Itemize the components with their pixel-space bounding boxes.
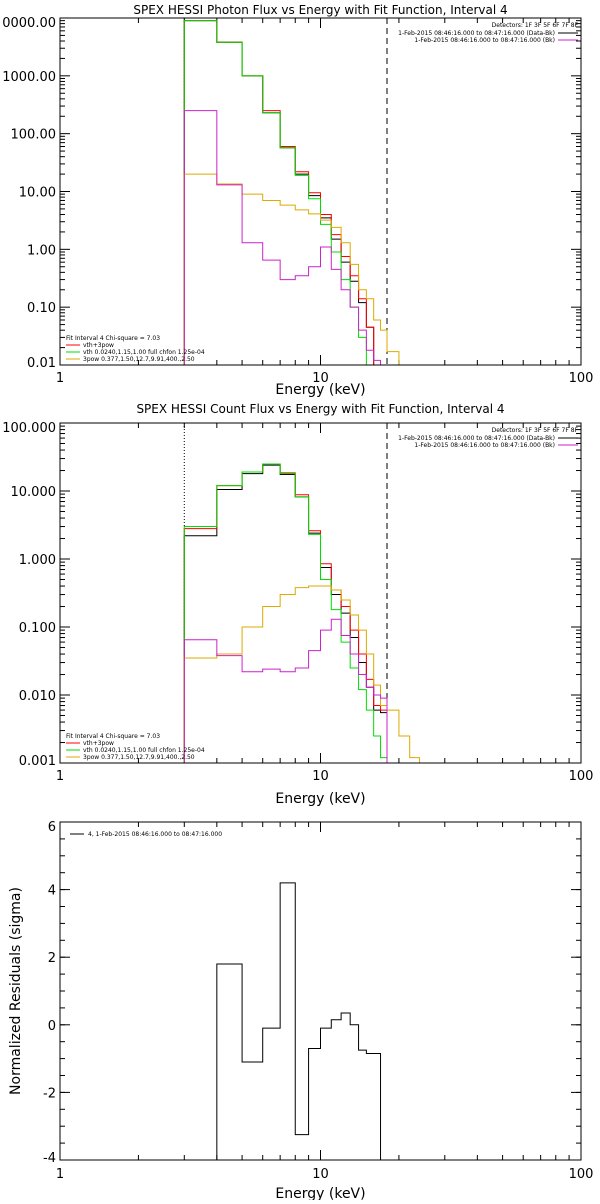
y-tick-label: 10.00 bbox=[19, 186, 56, 201]
legend-entry-text: 1-Feb-2015 08:46:16.000 to 08:47:16.000 … bbox=[414, 442, 555, 449]
plot-frame bbox=[59, 821, 582, 1161]
y-tick-label: 100.000 bbox=[2, 421, 56, 436]
y-axis-label: Normalized Residuals (sigma) bbox=[8, 887, 24, 1095]
x-axis-label: Energy (keV) bbox=[275, 382, 365, 398]
legend-bottom-left: Fit Interval 4 Chi-square = 7.03vth+3pow… bbox=[66, 733, 205, 761]
series-line-1 bbox=[183, 463, 388, 763]
series-line-3 bbox=[183, 585, 421, 763]
legend-entry-text: vth+3pow bbox=[83, 342, 114, 349]
legend-top-right: Detectors: 1F 3F 5F 6F 7F 8F1-Feb-2015 0… bbox=[398, 22, 578, 44]
chart-title: SPEX HESSI Photon Flux vs Energy with Fi… bbox=[133, 3, 507, 17]
x-axis-label: Energy (keV) bbox=[275, 1186, 365, 1200]
legend-entry-text: vth 0.0240,1.15,1.00 full chfon 1.25e-04 bbox=[83, 747, 205, 754]
legend-entry-text: 4, 1-Feb-2015 08:46:16.000 to 08:47:16.0… bbox=[88, 831, 222, 838]
legend-entry-text: 1-Feb-2015 08:46:16.000 to 08:47:16.000 … bbox=[414, 37, 555, 44]
y-tick-label: 0.10 bbox=[27, 301, 56, 316]
series-line-1 bbox=[183, 20, 375, 365]
plot-frame bbox=[59, 17, 582, 366]
y-tick-label: -4 bbox=[43, 1151, 56, 1166]
plot-area bbox=[184, 882, 382, 1160]
legend-entry-text: 3pow 0.377,1.50,12.7,9.91,400.,2.50 bbox=[83, 356, 195, 363]
series-line-2 bbox=[183, 463, 388, 763]
legend-fit-info: Fit Interval 4 Chi-square = 7.03 bbox=[66, 335, 160, 342]
y-tick-label: 2 bbox=[48, 951, 56, 966]
x-tick-label: 100 bbox=[569, 1167, 594, 1182]
x-tick-label: 100 bbox=[569, 769, 594, 784]
x-tick-label: 10 bbox=[312, 1167, 329, 1182]
legend-header: Detectors: 1F 3F 5F 6F 7F 8F bbox=[492, 22, 579, 29]
residuals-panel: 1 10 100 -4 -2 0 2 4 6 Energy (keV) Normalized Res… bbox=[8, 820, 594, 1202]
legend-top-right: Detectors: 1F 3F 5F 6F 7F 8F1-Feb-2015 0… bbox=[398, 427, 578, 449]
series-line-4 bbox=[183, 110, 382, 365]
y-tick-label: 100.00 bbox=[11, 128, 57, 143]
series-line-0 bbox=[183, 20, 375, 365]
legend-bottom-left: Fit Interval 4 Chi-square = 7.03vth+3pow… bbox=[66, 335, 205, 363]
y-tick-label: 1.000 bbox=[19, 553, 56, 568]
x-tick-label: 100 bbox=[569, 371, 594, 386]
legend-fit-info: Fit Interval 4 Chi-square = 7.03 bbox=[66, 733, 160, 740]
legend-entry-text: vth+3pow bbox=[83, 740, 114, 747]
legend-residuals: 4, 1-Feb-2015 08:46:16.000 to 08:47:16.0… bbox=[70, 831, 222, 838]
legend-header: Detectors: 1F 3F 5F 6F 7F 8F bbox=[492, 427, 579, 434]
series-line-0 bbox=[184, 882, 382, 1160]
x-axis-label: Energy (keV) bbox=[275, 791, 365, 807]
photon-flux-panel: SPEX HESSI Photon Flux vs Energy with Fi… bbox=[2, 3, 593, 398]
legend-entry-text: 1-Feb-2015 08:46:16.000 to 08:47:16.000 … bbox=[398, 435, 555, 442]
y-tick-label: -2 bbox=[43, 1086, 56, 1101]
x-tick-label: 1 bbox=[56, 769, 64, 784]
plot-frame bbox=[59, 422, 582, 764]
series-line-2 bbox=[183, 20, 367, 365]
count-flux-panel: SPEX HESSI Count Flux vs Energy with Fit… bbox=[2, 402, 593, 807]
chart-title: SPEX HESSI Count Flux vs Energy with Fit… bbox=[136, 402, 504, 416]
x-tick-label: 1 bbox=[56, 371, 64, 386]
x-tick-label: 1 bbox=[56, 1167, 64, 1182]
y-tick-label: 0.010 bbox=[19, 689, 56, 704]
y-tick-label: 0.01 bbox=[27, 356, 56, 371]
y-tick-label: 1000.00 bbox=[2, 70, 56, 85]
y-tick-label: 0000.00 bbox=[2, 16, 56, 31]
plot-area bbox=[183, 18, 400, 365]
y-tick-label: 6 bbox=[48, 820, 56, 835]
legend-entry-text: vth 0.0240,1.15,1.00 full chfon 1.25e-04 bbox=[83, 349, 205, 356]
legend-entry-text: 1-Feb-2015 08:46:16.000 to 08:47:16.000 … bbox=[398, 30, 555, 37]
series-line-0 bbox=[183, 464, 388, 763]
y-tick-label: 10.000 bbox=[11, 485, 57, 500]
x-tick-label: 10 bbox=[312, 769, 329, 784]
series-line-3 bbox=[183, 173, 400, 365]
x-tick-label: 10 bbox=[312, 371, 329, 386]
plot-area bbox=[183, 423, 421, 763]
y-tick-label: 1.00 bbox=[27, 243, 56, 258]
y-tick-label: 0.100 bbox=[19, 621, 56, 636]
y-tick-label: 0.001 bbox=[19, 754, 56, 769]
series-line-4 bbox=[183, 618, 388, 763]
y-tick-label: 4 bbox=[48, 884, 56, 899]
y-tick-label: 0 bbox=[48, 1019, 56, 1034]
legend-entry-text: 3pow 0.377,1.50,12.7,9.91,400.,2.50 bbox=[83, 754, 195, 761]
